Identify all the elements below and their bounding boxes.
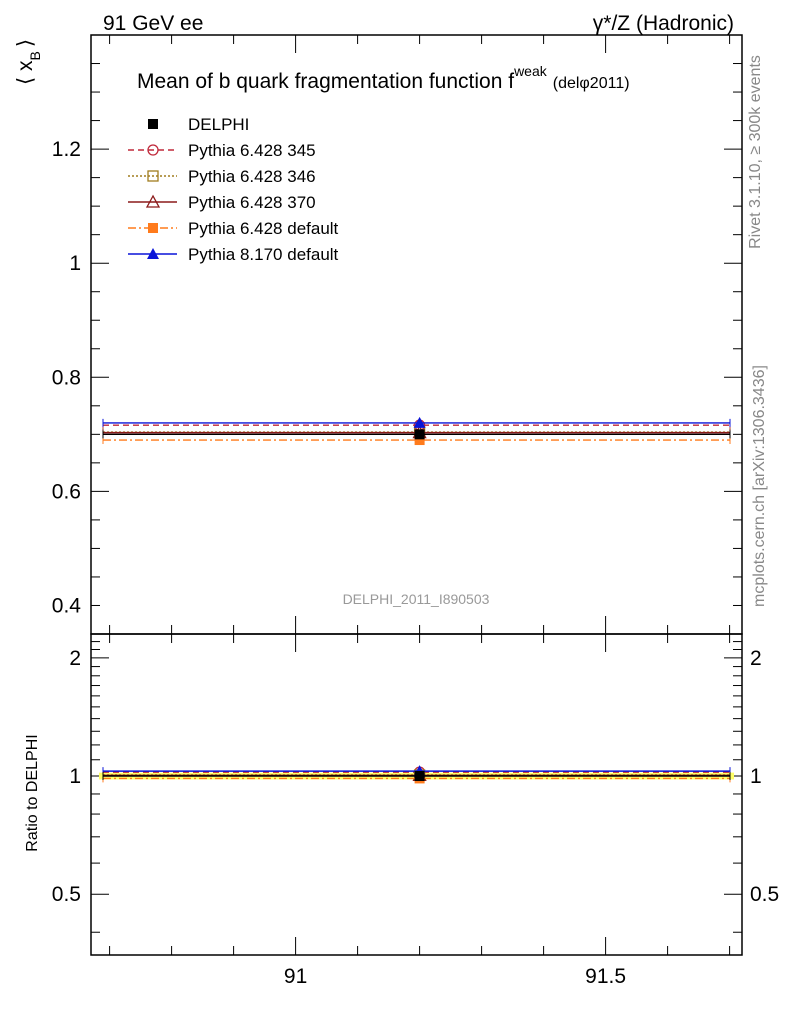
analysis-watermark: DELPHI_2011_I890503 — [343, 591, 490, 607]
mcplots-side-label: mcplots.cern.ch [arXiv:1306.3436] — [751, 365, 768, 607]
main-series-marker — [413, 416, 426, 428]
y-axis-label-close: ⟩ — [14, 39, 37, 47]
main-title: Mean of b quark fragmentation function f… — [137, 63, 630, 93]
y-tick-label: 1 — [69, 252, 81, 275]
ratio-y-tick-label: 2 — [69, 647, 81, 670]
main-title-superscript: weak — [513, 63, 548, 79]
ratio-series-marker — [414, 771, 425, 782]
legend-label: DELPHI — [188, 115, 249, 134]
legend-marker — [148, 223, 158, 233]
main-series-marker — [414, 429, 425, 440]
legend-label: Pythia 8.170 default — [188, 245, 339, 264]
legend-marker — [147, 248, 159, 259]
header-right-label: γ*/Z (Hadronic) — [593, 12, 734, 35]
header-left-label: 91 GeV ee — [103, 12, 203, 35]
y-axis-label-sub: B — [27, 51, 43, 60]
ratio-y-tick-label-right: 1 — [750, 765, 762, 788]
main-title-tail: (delφ2011) — [553, 75, 630, 92]
legend-label: Pythia 6.428 345 — [188, 141, 316, 160]
y-tick-label: 0.8 — [52, 366, 81, 389]
rivet-side-label: Rivet 3.1.10, ≥ 300k events — [747, 55, 764, 249]
legend-label: Pythia 6.428 346 — [188, 167, 316, 186]
ratio-y-tick-label-right: 2 — [750, 647, 762, 670]
legend-label: Pythia 6.428 370 — [188, 193, 316, 212]
y-tick-label: 0.6 — [52, 480, 81, 503]
ratio-y-tick-label: 1 — [69, 765, 81, 788]
ratio-plot-panel: 0.5 0.5 1 1 2 2 91 91.5 — [52, 633, 779, 988]
ratio-y-tick-label-right: 0.5 — [750, 883, 779, 906]
y-axis-label: ⟨ xB ⟩ — [14, 39, 43, 85]
ratio-axis-label: Ratio to DELPHI — [24, 734, 41, 851]
main-title-text: Mean of b quark fragmentation function f — [137, 70, 514, 93]
legend-marker — [147, 170, 159, 182]
legend: DELPHI Pythia 6.428 345 Pythia 6.428 346 Py… — [128, 115, 339, 264]
x-tick-label: 91 — [284, 965, 307, 988]
x-tick-label: 91.5 — [585, 965, 626, 988]
y-tick-label: 0.4 — [52, 594, 82, 617]
ratio-y-tick-label: 0.5 — [52, 883, 81, 906]
legend-marker — [145, 194, 161, 208]
legend-label: Pythia 6.428 default — [188, 219, 339, 238]
legend-marker — [147, 144, 159, 156]
legend-marker — [148, 119, 158, 129]
y-tick-label: 1.2 — [52, 138, 81, 161]
y-axis-label-open: ⟨ x — [14, 60, 37, 85]
ratio-panel-frame — [90, 633, 743, 956]
main-series-marker — [414, 435, 425, 446]
